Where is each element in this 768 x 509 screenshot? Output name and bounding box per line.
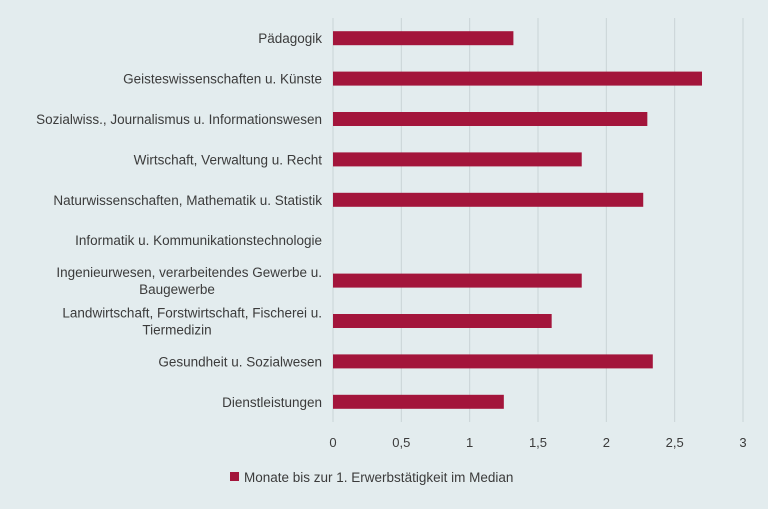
category-label: Gesundheit u. Sozialwesen	[158, 354, 322, 369]
bar	[333, 31, 514, 46]
x-tick-label: 1	[466, 435, 473, 450]
x-tick-label: 3	[739, 435, 746, 450]
category-label: Ingenieurwesen, verarbeitendes Gewerbe u…	[56, 265, 322, 297]
bars	[333, 31, 702, 409]
bar	[333, 112, 648, 126]
x-tick-label: 0,5	[392, 435, 410, 450]
legend-label: Monate bis zur 1. Erwerbstätigkeit im Me…	[244, 470, 513, 485]
bar	[333, 314, 552, 328]
bar	[333, 354, 653, 369]
category-label: Sozialwiss., Journalismus u. Information…	[36, 112, 322, 127]
x-tick-label: 2,5	[666, 435, 684, 450]
category-label: Landwirtschaft, Forstwirtschaft, Fischer…	[62, 306, 322, 338]
x-tick-label: 1,5	[529, 435, 547, 450]
category-label: Pädagogik	[258, 31, 322, 46]
bar	[333, 394, 504, 409]
bar	[333, 273, 582, 288]
bar	[333, 192, 644, 207]
legend: Monate bis zur 1. Erwerbstätigkeit im Me…	[230, 470, 513, 485]
category-label: Naturwissenschaften, Mathematik u. Stati…	[53, 193, 322, 208]
bar	[333, 152, 582, 167]
category-label: Wirtschaft, Verwaltung u. Recht	[134, 152, 323, 167]
category-labels: Pädagogik Geisteswissenschaften u. Künste…	[36, 31, 322, 410]
legend-swatch	[230, 472, 239, 481]
bar	[333, 71, 702, 86]
category-label: Dienstleistungen	[222, 395, 322, 410]
x-axis-ticks: 0 0,5 1 1,5 2 2,5 3	[329, 435, 746, 450]
x-tick-label: 0	[329, 435, 336, 450]
category-label: Informatik u. Kommunikationstechnologie	[75, 233, 322, 248]
category-label: Geisteswissenschaften u. Künste	[123, 72, 322, 87]
x-tick-label: 2	[603, 435, 610, 450]
